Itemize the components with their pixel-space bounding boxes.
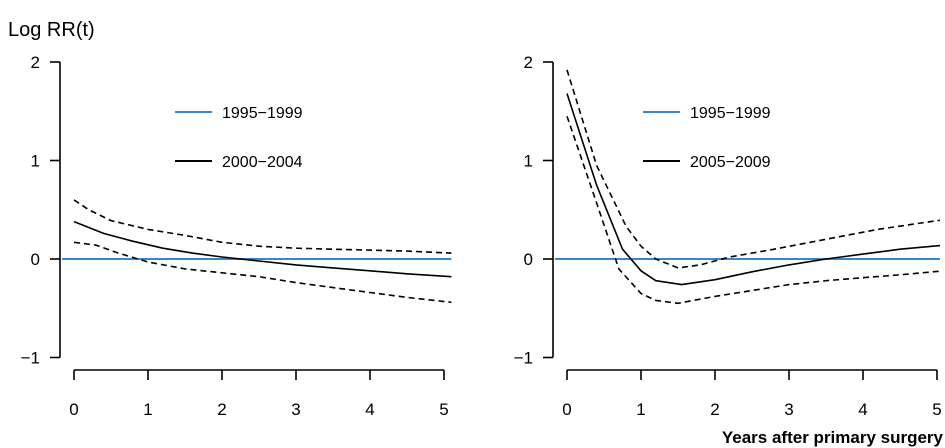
plot-area bbox=[555, 69, 940, 305]
y-tick-label: 2 bbox=[524, 53, 533, 72]
y-tick-label: 2 bbox=[31, 53, 40, 72]
legend-label: 2005−2009 bbox=[690, 154, 771, 171]
estimate-line bbox=[73, 220, 452, 278]
y-tick-label: 0 bbox=[524, 250, 533, 269]
x-tick-label: 2 bbox=[217, 400, 226, 419]
right-panel: −1 0 1 2 0 1 2 3 4 5 1995−1999 2005−2009 bbox=[514, 53, 942, 419]
x-tick-label: 3 bbox=[291, 400, 300, 419]
legend-label: 2000−2004 bbox=[222, 154, 303, 171]
left-panel: −1 0 1 2 0 1 2 3 4 5 1995−1999 2000−2004 bbox=[21, 53, 452, 419]
estimate-line bbox=[566, 93, 940, 286]
confidence-band-line bbox=[73, 199, 452, 254]
x-tick-label: 4 bbox=[858, 400, 867, 419]
x-axis-label: Years after primary surgery bbox=[722, 428, 944, 447]
legend: 1995−1999 2005−2009 bbox=[643, 105, 771, 171]
x-tick-label: 5 bbox=[932, 400, 941, 419]
x-tick-label: 1 bbox=[143, 400, 152, 419]
confidence-band-line bbox=[73, 241, 452, 304]
y-tick-label: 0 bbox=[31, 250, 40, 269]
y-axis-label: Log RR(t) bbox=[8, 19, 95, 41]
x-tick-label: 2 bbox=[710, 400, 719, 419]
x-tick-label: 4 bbox=[365, 400, 374, 419]
plot-area bbox=[62, 199, 452, 304]
confidence-band-line bbox=[566, 69, 940, 269]
x-tick-label: 1 bbox=[636, 400, 645, 419]
y-tick-label: 1 bbox=[524, 152, 533, 171]
x-tick-label: 0 bbox=[562, 400, 571, 419]
confidence-band-line bbox=[566, 115, 940, 305]
legend-label: 1995−1999 bbox=[222, 105, 303, 122]
y-tick-label: −1 bbox=[514, 349, 533, 368]
x-tick-label: 0 bbox=[69, 400, 78, 419]
x-tick-label: 5 bbox=[439, 400, 448, 419]
legend-label: 1995−1999 bbox=[690, 105, 771, 122]
legend: 1995−1999 2000−2004 bbox=[175, 105, 303, 171]
x-tick-label: 3 bbox=[784, 400, 793, 419]
y-tick-label: 1 bbox=[31, 152, 40, 171]
y-tick-label: −1 bbox=[21, 349, 40, 368]
